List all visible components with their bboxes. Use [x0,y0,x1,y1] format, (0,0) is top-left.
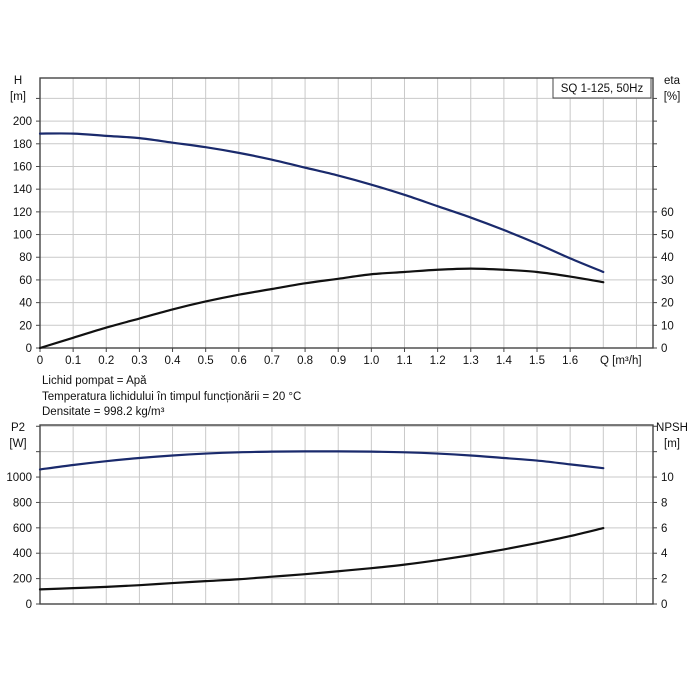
series-line-0-0 [38,132,605,274]
y-left-axis-title: H [14,75,22,87]
y-left-tick-label: 400 [13,548,32,560]
x-tick-label: 0.7 [264,355,280,367]
y-left-tick-label: 20 [19,320,32,332]
x-tick-label: 0 [37,355,43,367]
x-tick-label: 1.2 [430,355,446,367]
x-tick-label: 1.5 [529,355,545,367]
y-right-tick-label: 50 [661,230,674,242]
plot-frame [39,424,654,605]
y-right-axis-unit: [%] [664,91,681,103]
y-left-tick-label: 140 [13,184,32,196]
series-line-1-0 [38,526,605,591]
head-efficiency-chart: 0 20 40 60 80 100 120 140 160 180 200 0 10 20 30 40 50 60… [10,75,681,367]
x-tick-label: 0.2 [98,355,114,367]
y-left-axis-title: P2 [11,422,25,434]
y-left-tick-label: 200 [13,116,32,128]
note-density: Densitate = 998.2 kg/m³ [42,406,165,418]
x-tick-label: 1.0 [363,355,379,367]
y-left-tick-label: 200 [13,574,32,586]
x-tick-label: 0.1 [65,355,81,367]
y-left-tick-label: 0 [26,599,32,611]
note-liquid: Lichid pompat = Apă [42,375,147,387]
x-tick-label: 0.3 [131,355,147,367]
y-left-tick-label: 600 [13,523,32,535]
x-tick-label: 0.9 [330,355,346,367]
y-left-tick-label: 180 [13,139,32,151]
y-right-tick-label: 10 [661,320,674,332]
y-right-axis-title: eta [664,75,681,87]
y-left-tick-label: 1000 [6,472,32,484]
x-tick-label: 1.6 [562,355,578,367]
y-left-tick-label: 100 [13,230,32,242]
y-left-axis-unit: [W] [9,438,26,450]
y-right-tick-label: 0 [661,599,667,611]
series-line-0-1 [38,267,605,350]
y-left-tick-label: 80 [19,252,32,264]
y-right-tick-label: 8 [661,497,667,509]
y-right-tick-label: 20 [661,298,674,310]
x-tick-label: 0.6 [231,355,247,367]
y-left-tick-label: 160 [13,161,32,173]
legend-text: SQ 1-125, 50Hz [561,83,644,95]
series-line-1-1 [38,450,605,471]
x-tick-label: 0.4 [165,355,182,367]
x-tick-label: 0.5 [198,355,214,367]
y-left-tick-label: 0 [26,343,32,355]
note-temperature: Temperatura lichidului în timpul funcțio… [42,391,301,403]
y-left-tick-label: 40 [19,298,32,310]
x-axis-label: Q [m³/h] [600,355,642,367]
x-tick-label: 1.3 [463,355,479,367]
y-right-tick-label: 6 [661,523,667,535]
plot-frame [39,77,654,349]
x-tick-label: 0.8 [297,355,313,367]
power-npsh-chart: 0 200 400 600 800 1000 0 2 4 6 8 10 P2 [W] NPSH [m] [6,422,688,611]
y-left-tick-label: 60 [19,275,32,287]
y-right-tick-label: 0 [661,343,667,355]
legend-frame [552,77,652,99]
y-right-tick-label: 10 [661,472,674,484]
x-tick-label: 1.4 [496,355,513,367]
y-right-tick-label: 40 [661,252,674,264]
legend-box: SQ 1-125, 50Hz [552,77,652,99]
y-right-axis-unit: [m] [664,438,680,450]
y-right-tick-label: 60 [661,207,674,219]
y-left-tick-label: 800 [13,497,32,509]
y-right-tick-label: 30 [661,275,674,287]
y-right-tick-label: 4 [661,548,668,560]
y-left-axis-unit: [m] [10,91,26,103]
y-left-tick-label: 120 [13,207,32,219]
y-right-axis-title: NPSH [656,422,688,434]
y-right-tick-label: 2 [661,574,667,586]
x-tick-label: 1.1 [396,355,412,367]
